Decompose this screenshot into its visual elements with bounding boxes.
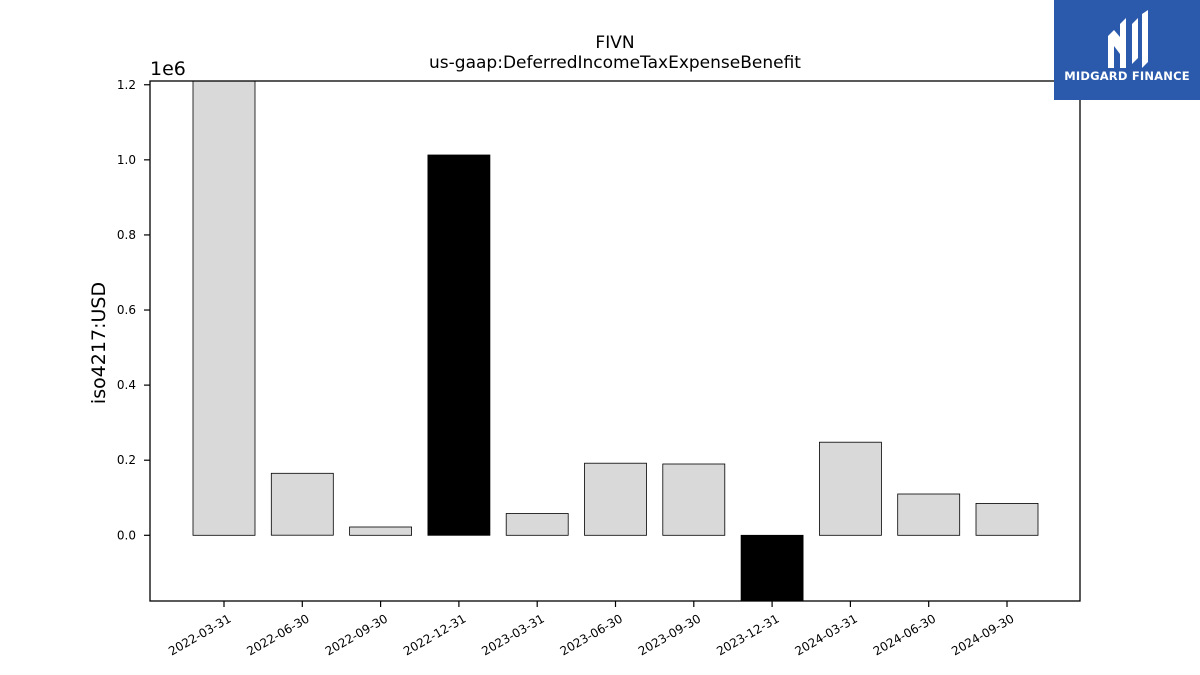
- y-ticks-group: 0.0 0.2 0.4 0.6 0.8 1.0 1.2: [117, 78, 150, 542]
- bar-2022-12-31: [427, 154, 491, 536]
- y-tick-label-1.2: 1.2: [117, 78, 136, 92]
- bars-group: [192, 80, 1039, 602]
- bar-2024-09-30: [975, 502, 1039, 536]
- y-scale-label: 1e6: [150, 58, 186, 80]
- y-tick-label-0.8: 0.8: [117, 228, 136, 242]
- x-tick-label-2024-09-30: 2024-09-30: [949, 611, 1016, 658]
- bar-2023-12-31: [740, 534, 804, 602]
- midgard-logo-icon: [1108, 10, 1148, 68]
- y-axis-label: iso4217:USD: [88, 282, 110, 404]
- y-tick-label-0.6: 0.6: [117, 303, 136, 317]
- bar-2024-06-30: [897, 493, 961, 536]
- x-tick-label-2023-03-31: 2023-03-31: [479, 611, 546, 658]
- x-tick-label-2024-06-30: 2024-06-30: [871, 611, 938, 658]
- y-tick-label-0.2: 0.2: [117, 453, 136, 467]
- chart-subtitle: us-gaap:DeferredIncomeTaxExpenseBenefit: [429, 53, 801, 73]
- x-tick-label-2024-03-31: 2024-03-31: [792, 611, 859, 658]
- brand-logo: MIDGARD FINANCE: [1054, 0, 1200, 100]
- bar-2023-09-30: [662, 463, 726, 536]
- bar-2022-09-30: [349, 526, 413, 536]
- chart-title: FIVN: [595, 33, 634, 53]
- x-ticks-group: 2022-03-31 2022-06-30 2022-09-30 2022-12-31…: [166, 601, 1017, 658]
- bar-2023-03-31: [505, 513, 569, 536]
- bar-2022-03-31: [192, 80, 256, 536]
- x-tick-label-2022-09-30: 2022-09-30: [323, 611, 390, 658]
- x-tick-label-2022-03-31: 2022-03-31: [166, 611, 233, 658]
- y-tick-label-0.4: 0.4: [117, 378, 136, 392]
- x-tick-label-2022-12-31: 2022-12-31: [401, 611, 468, 658]
- x-tick-label-2023-09-30: 2023-09-30: [636, 611, 703, 658]
- bar-2022-06-30: [270, 472, 334, 536]
- x-tick-label-2023-12-31: 2023-12-31: [714, 611, 781, 658]
- bar-2024-03-31: [819, 441, 882, 536]
- x-tick-label-2023-06-30: 2023-06-30: [558, 611, 625, 658]
- plot-frame: [149, 80, 1081, 602]
- brand-logo-text: MIDGARD FINANCE: [1064, 69, 1190, 83]
- y-tick-label-1.0: 1.0: [117, 153, 136, 167]
- x-tick-label-2022-06-30: 2022-06-30: [244, 611, 311, 658]
- y-tick-label-0.0: 0.0: [117, 528, 136, 542]
- bar-2023-06-30: [584, 462, 647, 536]
